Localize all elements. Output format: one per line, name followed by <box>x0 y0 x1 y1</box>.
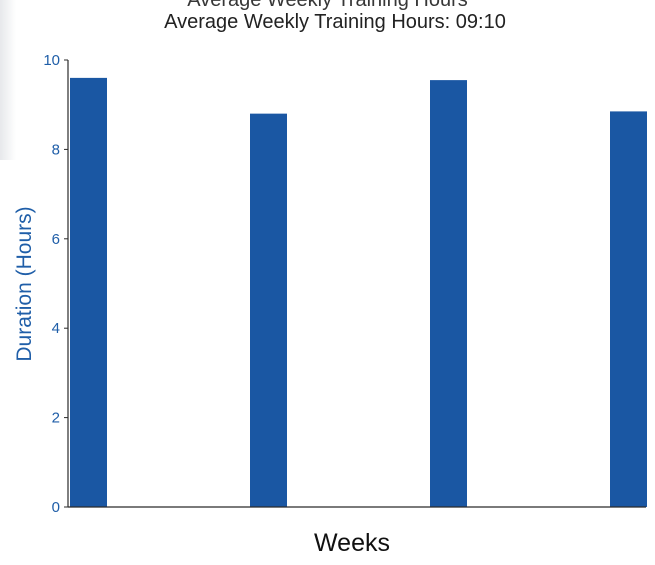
bars <box>70 77 647 508</box>
x-axis-title: Weeks <box>314 529 390 557</box>
y-tick-label: 4 <box>52 320 60 337</box>
chart-title: Average Weekly Training Hours <box>187 0 468 11</box>
y-axis-ticks: 0 2 4 6 8 10 <box>43 52 68 516</box>
y-tick-label: 0 <box>52 499 60 516</box>
bar-week-4[interactable] <box>610 111 647 507</box>
bar-week-3[interactable] <box>430 80 467 508</box>
y-tick-label: 8 <box>52 141 60 158</box>
y-axis-title: Duration (Hours) <box>13 206 36 361</box>
y-tick-label: 6 <box>52 231 60 248</box>
bar-week-1[interactable] <box>70 77 107 507</box>
chart-subtitle: Average Weekly Training Hours: 09:10 <box>164 11 506 33</box>
y-tick-label: 2 <box>52 410 60 427</box>
background-shadow <box>0 0 16 160</box>
y-tick-label: 10 <box>43 52 60 69</box>
bar-week-2[interactable] <box>250 113 287 507</box>
